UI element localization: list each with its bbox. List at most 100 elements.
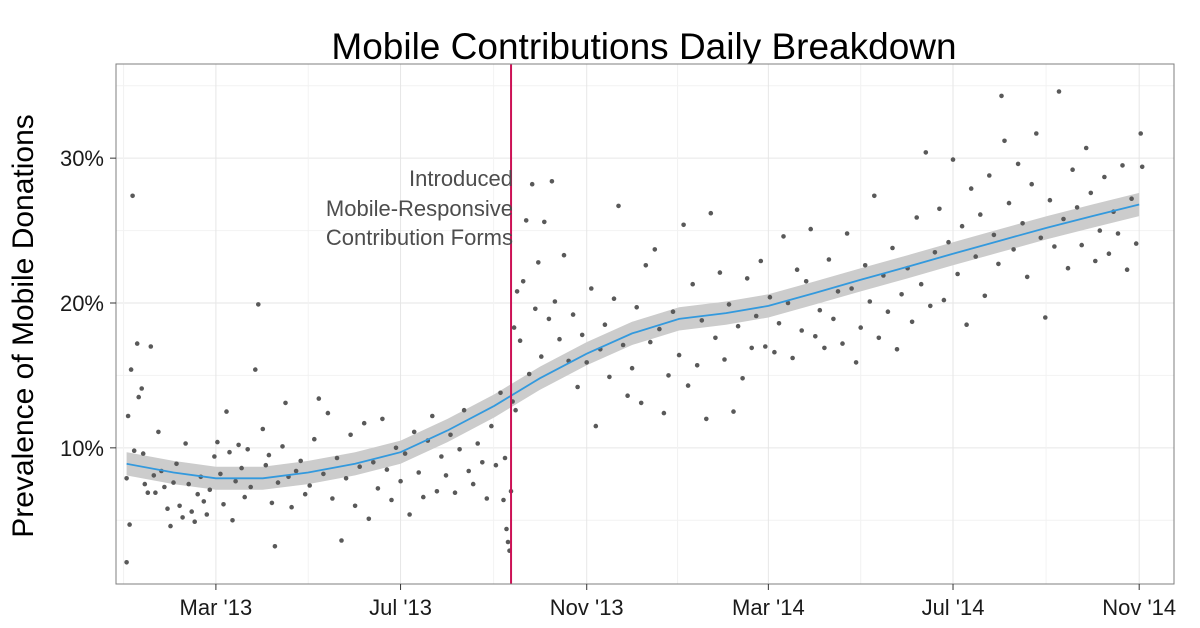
x-tick-label: Jul '14 xyxy=(922,595,985,620)
data-point xyxy=(803,279,809,284)
data-point xyxy=(928,303,933,309)
data-point xyxy=(1024,274,1030,280)
data-point xyxy=(1129,196,1134,201)
data-point xyxy=(767,294,773,300)
data-point xyxy=(909,319,915,325)
data-point xyxy=(517,338,523,344)
data-point xyxy=(772,349,777,355)
data-point xyxy=(402,451,408,456)
data-point xyxy=(215,439,220,445)
smooth-trend-line xyxy=(126,203,1140,480)
data-point xyxy=(849,286,854,291)
data-point xyxy=(321,471,326,477)
data-point xyxy=(124,476,129,481)
data-point xyxy=(511,325,517,330)
data-point xyxy=(325,410,331,416)
data-point xyxy=(652,247,658,252)
panel-border xyxy=(115,63,1175,585)
data-point xyxy=(316,396,322,401)
data-point xyxy=(480,460,485,465)
data-point xyxy=(831,316,836,322)
data-point xyxy=(690,281,695,287)
data-point xyxy=(1006,200,1012,206)
data-point xyxy=(224,409,229,414)
x-tick-label: Mar '14 xyxy=(732,595,805,620)
data-point xyxy=(204,512,210,517)
data-point xyxy=(681,222,686,228)
data-point xyxy=(339,538,344,543)
data-point xyxy=(230,518,235,523)
data-point xyxy=(620,342,626,348)
data-point xyxy=(557,336,562,342)
data-point xyxy=(263,462,269,468)
data-point xyxy=(542,219,547,225)
data-point xyxy=(221,502,226,507)
data-point xyxy=(289,504,294,510)
data-point xyxy=(466,468,472,474)
data-point xyxy=(539,354,544,359)
data-point xyxy=(708,210,714,216)
data-point xyxy=(168,523,173,529)
data-point xyxy=(713,335,718,341)
data-point xyxy=(822,345,827,351)
data-point xyxy=(1052,244,1057,249)
data-point xyxy=(236,442,241,448)
data-point xyxy=(575,384,580,390)
data-point xyxy=(1015,161,1021,167)
data-point xyxy=(411,429,417,435)
data-point xyxy=(996,261,1001,267)
data-point xyxy=(127,522,132,527)
data-point xyxy=(343,476,349,481)
data-point xyxy=(670,309,676,315)
data-point xyxy=(504,526,509,532)
data-point xyxy=(283,400,288,406)
data-point xyxy=(740,376,745,381)
data-point xyxy=(918,281,924,287)
data-point xyxy=(858,325,863,330)
data-point xyxy=(867,299,873,304)
data-point xyxy=(625,393,630,399)
x-tick-label: Nov '13 xyxy=(550,595,624,620)
data-point xyxy=(749,345,754,351)
data-point xyxy=(407,512,412,517)
data-point xyxy=(1070,167,1075,172)
data-point xyxy=(685,383,691,388)
data-point xyxy=(131,448,137,454)
y-axis-label: Prevalence of Mobile Donations xyxy=(7,114,40,538)
data-point xyxy=(171,480,176,485)
data-point xyxy=(899,292,904,297)
data-point xyxy=(923,150,929,155)
data-point xyxy=(307,483,313,488)
data-point xyxy=(212,454,217,459)
data-point xyxy=(443,473,449,478)
data-point xyxy=(584,360,589,365)
data-point xyxy=(946,239,951,245)
data-point xyxy=(398,478,403,484)
data-point xyxy=(744,276,750,281)
data-point xyxy=(502,455,508,461)
data-point xyxy=(579,332,585,338)
data-point xyxy=(1138,131,1143,136)
data-point xyxy=(389,497,394,503)
data-point xyxy=(156,429,161,435)
data-point xyxy=(570,312,576,317)
data-point xyxy=(514,289,520,294)
data-point xyxy=(1079,242,1084,248)
data-point xyxy=(894,347,900,352)
data-point xyxy=(272,544,278,549)
data-point xyxy=(523,218,529,223)
data-point xyxy=(266,452,272,458)
annotation-line-3: Contribution Forms xyxy=(326,225,513,250)
data-point xyxy=(785,300,791,306)
data-point xyxy=(853,360,859,365)
annotation-line-1: Introduced xyxy=(409,166,513,191)
y-tick-label: 20% xyxy=(60,291,104,316)
data-point xyxy=(183,441,188,446)
data-point xyxy=(489,423,494,429)
data-point xyxy=(840,341,845,346)
data-point xyxy=(526,371,532,377)
data-point xyxy=(794,267,800,273)
y-tick-label: 30% xyxy=(60,146,104,171)
x-axis: Mar '13 Jul '13 Nov '13 Mar '14 Jul '14 Nov '… xyxy=(180,584,1176,620)
